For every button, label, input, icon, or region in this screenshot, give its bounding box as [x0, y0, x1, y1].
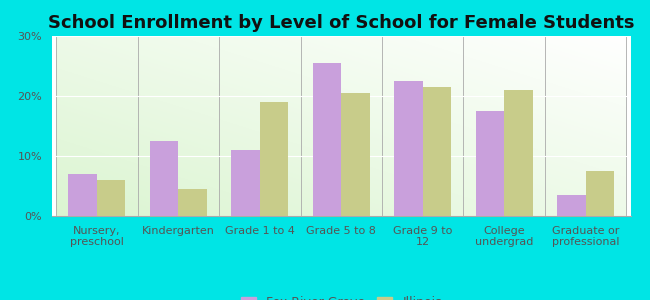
Bar	[313, 63, 341, 216]
Bar	[231, 150, 260, 216]
Legend: Fox River Grove, Illinois: Fox River Grove, Illinois	[235, 291, 447, 300]
Bar	[586, 171, 614, 216]
Bar	[68, 174, 97, 216]
Bar	[422, 87, 451, 216]
Bar	[476, 111, 504, 216]
Bar	[260, 102, 289, 216]
Bar	[394, 81, 422, 216]
Bar	[504, 90, 533, 216]
Bar	[97, 180, 125, 216]
Bar	[557, 195, 586, 216]
Bar	[150, 141, 178, 216]
Bar	[178, 189, 207, 216]
Bar	[341, 93, 370, 216]
Title: School Enrollment by Level of School for Female Students: School Enrollment by Level of School for…	[48, 14, 634, 32]
